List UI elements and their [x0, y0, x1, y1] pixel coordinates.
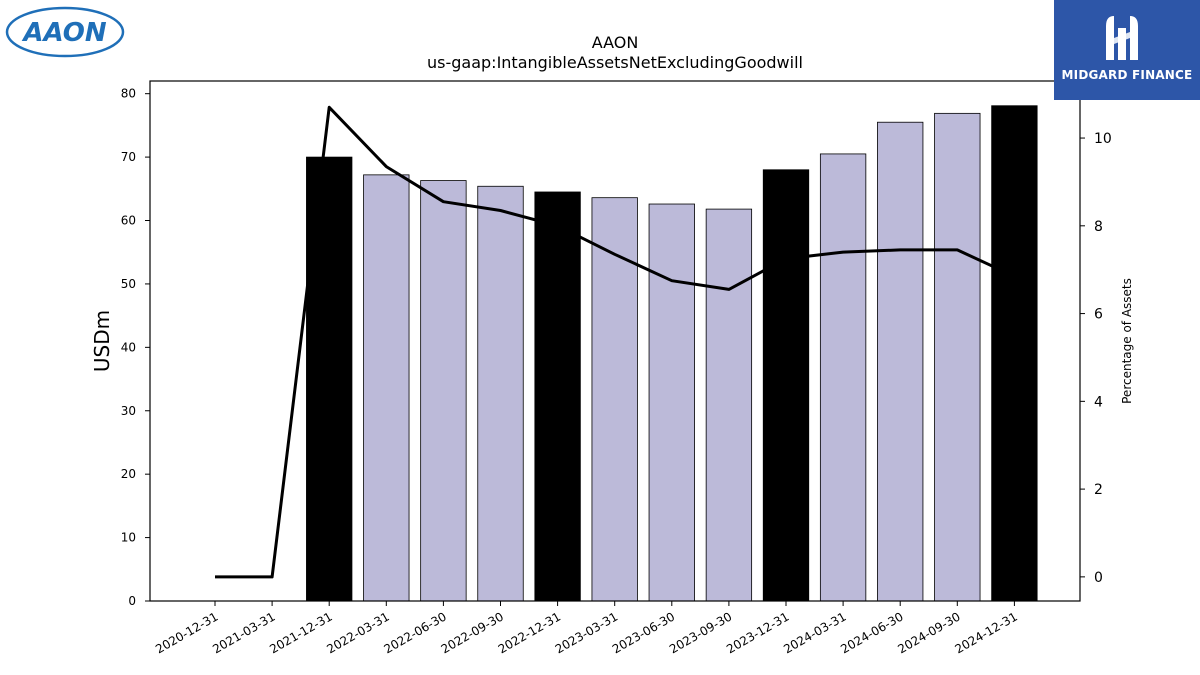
bar-group	[306, 105, 1038, 602]
bar-2023-06-30	[648, 203, 695, 602]
y-tick-label: 60	[121, 214, 136, 228]
bar-2024-03-31	[819, 153, 867, 602]
y2-tick-label: 8	[1094, 219, 1103, 235]
y2-tick-label: 6	[1094, 307, 1103, 323]
x-tick-label: 2021-12-31	[267, 609, 334, 656]
brand-logo-text: MIDGARD FINANCE	[1061, 68, 1193, 82]
company-logo: AAON	[5, 5, 125, 59]
y-tick-label: 20	[121, 467, 136, 481]
x-tick-label: 2022-09-30	[439, 609, 506, 656]
company-logo-text: AAON	[21, 18, 107, 48]
x-tick-label: 2023-09-30	[667, 609, 734, 656]
y-axis: 0 10 20 30 40 50 60 70 80	[121, 87, 150, 608]
x-tick-label: 2020-12-31	[153, 609, 220, 656]
x-tick-label: 2022-03-31	[324, 609, 391, 656]
chart-subtitle: us-gaap:IntangibleAssetsNetExcludingGood…	[427, 53, 803, 72]
y2-tick-label: 4	[1094, 394, 1103, 410]
brand-logo: MIDGARD FINANCE	[1054, 0, 1200, 100]
y-tick-label: 50	[121, 277, 136, 291]
y-tick-label: 70	[121, 150, 136, 164]
bar-2024-06-30	[877, 121, 924, 602]
bar-2023-12-31	[762, 169, 810, 602]
bar-2022-09-30	[477, 185, 524, 602]
y2-tick-label: 10	[1094, 131, 1112, 147]
y-tick-label: 40	[121, 340, 136, 354]
x-tick-label: 2023-06-30	[610, 609, 677, 656]
chart-title: AAON	[592, 33, 639, 52]
y-tick-label: 0	[128, 594, 136, 608]
x-tick-label: 2022-12-31	[496, 609, 563, 656]
bar-2022-03-31	[363, 174, 410, 602]
y-tick-label: 30	[121, 404, 136, 418]
x-axis: 2020-12-312021-03-312021-12-312022-03-31…	[153, 601, 1020, 656]
x-tick-label: 2024-06-30	[838, 609, 905, 656]
line-series	[215, 105, 1016, 579]
x-tick-label: 2023-12-31	[724, 609, 791, 656]
y2-tick-label: 0	[1094, 570, 1103, 586]
y-axis-label: USDm	[90, 310, 114, 372]
bar-2022-12-31	[534, 191, 581, 602]
y-tick-label: 10	[121, 531, 136, 545]
bar-2023-09-30	[705, 208, 753, 602]
x-tick-label: 2023-03-31	[553, 609, 620, 656]
y2-axis-label: Percentage of Assets	[1120, 278, 1134, 404]
x-tick-label: 2022-06-30	[381, 609, 448, 656]
bar-2024-12-31	[991, 105, 1038, 602]
bar-2023-03-31	[591, 197, 638, 602]
x-tick-label: 2024-09-30	[895, 609, 962, 656]
y-tick-label: 80	[121, 87, 136, 101]
x-tick-label: 2021-03-31	[210, 609, 277, 656]
y2-axis: 0 2 4 6 8 10	[1080, 131, 1112, 586]
bar-2022-06-30	[420, 180, 467, 602]
y2-tick-label: 2	[1094, 482, 1103, 498]
line-group	[215, 105, 1016, 579]
x-tick-label: 2024-03-31	[781, 609, 848, 656]
bar-2021-12-31	[306, 156, 353, 602]
brand-mark-icon	[1106, 16, 1138, 60]
x-tick-label: 2024-12-31	[952, 609, 1019, 656]
bar-2024-09-30	[934, 112, 981, 602]
